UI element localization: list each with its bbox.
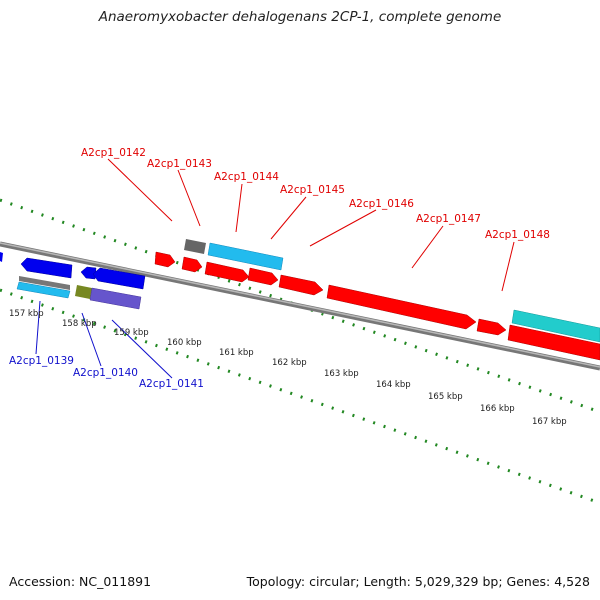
gene-label[interactable]: A2cp1_0142 — [81, 147, 146, 159]
gene-feature[interactable] — [181, 256, 203, 273]
ruler-label: 164 kbp — [376, 380, 411, 390]
gene-label[interactable]: A2cp1_0140 — [73, 367, 138, 379]
ruler-label: 167 kbp — [532, 417, 567, 427]
grey-feature[interactable] — [19, 276, 70, 290]
genome-backbone — [0, 241, 600, 371]
gene-label[interactable]: A2cp1_0148 — [485, 229, 550, 241]
gene-feature[interactable] — [154, 251, 176, 268]
gene-label[interactable]: A2cp1_0141 — [139, 378, 204, 390]
gene-feature[interactable] — [204, 261, 250, 283]
teal-feature[interactable] — [511, 309, 600, 343]
ruler-label: 166 kbp — [480, 404, 515, 414]
gene-label[interactable]: A2cp1_0139 — [9, 355, 74, 367]
ruler-label: 158 kbp — [62, 319, 97, 329]
gene-feature[interactable] — [326, 284, 477, 330]
ruler-label: 157 kbp — [9, 309, 44, 319]
gene-feature[interactable] — [247, 267, 279, 286]
ruler-label: 163 kbp — [324, 369, 359, 379]
ruler-label: 159 kbp — [114, 328, 149, 338]
gene-label[interactable]: A2cp1_0146 — [349, 198, 414, 210]
gene-feature[interactable] — [476, 318, 507, 336]
gene-feature[interactable] — [278, 274, 324, 296]
gene-feature[interactable] — [92, 267, 146, 290]
cyan-feature[interactable] — [207, 242, 284, 271]
gene-label[interactable]: A2cp1_0144 — [214, 171, 279, 183]
forward-gene-labels: A2cp1_0142 A2cp1_0143 A2cp1_0144 A2cp1_0… — [81, 147, 550, 241]
gene-feature[interactable] — [0, 252, 3, 262]
forward-strand — [154, 239, 600, 361]
backbone-highlight — [0, 242, 600, 368]
reverse-callouts — [35, 300, 173, 379]
gene-label[interactable]: A2cp1_0147 — [416, 213, 481, 225]
gene-label[interactable]: A2cp1_0143 — [147, 158, 212, 170]
ruler-label: 161 kbp — [219, 348, 254, 358]
topology-text: Topology: circular; Length: 5,029,329 bp… — [246, 574, 590, 589]
gene-feature[interactable] — [20, 257, 73, 279]
gene-feature[interactable] — [80, 266, 97, 280]
purple-feature[interactable] — [89, 287, 142, 310]
reverse-strand — [0, 252, 146, 310]
cyan-feature[interactable] — [16, 281, 71, 299]
ruler-labels: 157 kbp 158 kbp 159 kbp 160 kbp 161 kbp … — [9, 309, 567, 427]
grey-feature[interactable] — [184, 239, 206, 254]
gene-label[interactable]: A2cp1_0145 — [280, 184, 345, 196]
ruler-label: 165 kbp — [428, 392, 463, 402]
map-title: Anaeromyxobacter dehalogenans 2CP-1, com… — [98, 9, 502, 25]
reverse-gene-labels: A2cp1_0139 A2cp1_0140 A2cp1_0141 — [9, 355, 204, 390]
olive-feature[interactable] — [75, 285, 92, 299]
forward-callouts — [107, 158, 515, 292]
ruler-label: 162 kbp — [272, 358, 307, 368]
gene-feature[interactable] — [507, 324, 600, 361]
ruler-label: 160 kbp — [167, 338, 202, 348]
accession-text: Accession: NC_011891 — [9, 574, 152, 589]
